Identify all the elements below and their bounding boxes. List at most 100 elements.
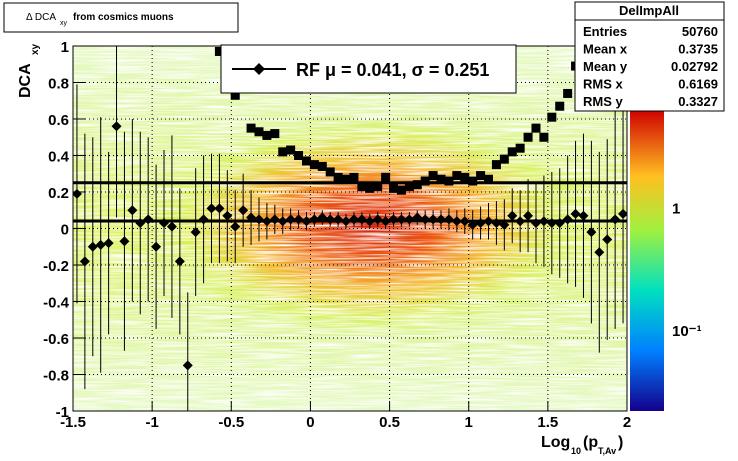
mean-marker <box>87 241 98 252</box>
mean-marker <box>396 214 407 225</box>
mean-marker <box>301 216 312 227</box>
sigma-marker <box>444 176 454 186</box>
mean-marker <box>420 214 431 225</box>
title-sub: xy <box>60 20 68 27</box>
sigma-marker <box>412 180 422 190</box>
mean-marker <box>341 216 352 227</box>
sigma-marker <box>531 123 541 133</box>
sigma-marker <box>381 172 391 182</box>
stats-key: Entries <box>583 24 627 39</box>
stats-value: 0.6169 <box>678 77 718 92</box>
legend-marker <box>253 63 265 75</box>
mean-marker <box>174 256 185 267</box>
legend-label: RF μ = 0.041, σ = 0.251 <box>296 60 489 80</box>
title-main: Δ DCA <box>26 12 56 23</box>
stats-value: 0.3735 <box>678 42 718 57</box>
sigma-marker <box>507 147 517 157</box>
mean-marker <box>578 210 589 221</box>
mean-marker <box>277 216 288 227</box>
mean-marker <box>356 214 367 225</box>
mean-marker <box>388 214 399 225</box>
sigma-marker <box>349 172 359 182</box>
x-tick-label: 1 <box>465 414 473 431</box>
mean-marker <box>238 205 249 216</box>
sigma-marker <box>333 172 343 182</box>
mean-marker <box>166 221 177 232</box>
sigma-marker <box>317 161 327 171</box>
mean-marker <box>182 360 193 371</box>
mean-marker <box>515 216 526 227</box>
sigma-marker <box>468 176 478 186</box>
sigma-marker <box>499 154 509 164</box>
mean-marker <box>246 212 257 223</box>
mean-marker <box>475 218 486 229</box>
sigma-marker <box>294 151 304 160</box>
mean-marker <box>111 121 122 132</box>
mean-marker <box>602 234 613 245</box>
mean-marker <box>222 210 233 221</box>
x-label-open: (p <box>583 434 598 451</box>
mean-marker <box>348 214 359 225</box>
mean-marker <box>325 214 336 225</box>
y-tick-label: 0 <box>61 222 69 239</box>
y-tick-label: 0.4 <box>48 149 70 166</box>
sigma-marker <box>539 132 549 142</box>
y-tick-label: -0.8 <box>43 368 69 385</box>
mean-marker <box>293 214 304 225</box>
x-label-sub: 10 <box>571 446 581 456</box>
mean-marker <box>546 218 557 229</box>
mean-marker <box>214 203 225 214</box>
sigma-marker <box>555 101 565 111</box>
mean-marker <box>135 218 146 229</box>
mean-marker <box>507 210 518 221</box>
mean-marker <box>230 221 241 232</box>
mean-marker <box>317 212 328 223</box>
sigma-marker <box>309 160 319 170</box>
y-tick-label: -1 <box>56 404 69 421</box>
y-tick-label: -0.2 <box>43 258 69 275</box>
x-tick-label: 2 <box>623 414 631 431</box>
x-tick-label: 0 <box>306 414 314 431</box>
stats-title: DelImpAll <box>619 3 679 18</box>
sigma-marker <box>230 90 240 100</box>
sigma-marker <box>484 174 493 184</box>
sigma-marker <box>491 160 501 170</box>
stats-key: Mean x <box>583 42 628 57</box>
mean-marker <box>586 227 597 238</box>
mean-marker <box>95 239 106 250</box>
y-tick-label: 1 <box>61 39 69 56</box>
mean-marker <box>412 212 423 223</box>
title-box <box>3 2 239 33</box>
sigma-marker <box>428 171 438 181</box>
sigma-marker <box>389 183 399 193</box>
x-label-sub2: T,Av <box>598 446 616 456</box>
sigma-marker <box>357 182 367 192</box>
mean-marker <box>364 216 375 227</box>
mean-marker <box>73 188 82 199</box>
stats-key: RMS x <box>583 77 624 92</box>
mean-marker <box>79 256 90 267</box>
mean-marker <box>151 241 162 252</box>
sigma-marker <box>286 145 296 155</box>
sigma-marker <box>246 123 256 133</box>
sigma-marker <box>254 127 264 137</box>
stats-value: 0.3327 <box>678 94 718 109</box>
sigma-marker <box>547 112 557 122</box>
mean-marker <box>451 216 462 227</box>
stats-value: 0.02792 <box>671 59 718 74</box>
mean-marker <box>198 214 209 225</box>
x-label-main: Log <box>541 434 570 451</box>
sigma-marker <box>404 182 414 192</box>
mean-marker <box>159 218 170 229</box>
mean-marker <box>483 216 494 227</box>
colorbar <box>630 110 664 411</box>
y-tick-label: 0.8 <box>48 76 69 93</box>
mean-marker <box>618 208 627 219</box>
sigma-marker <box>460 172 470 182</box>
mean-marker <box>523 210 534 221</box>
y-tick-label: -0.4 <box>43 295 70 312</box>
x-label-close: ) <box>618 434 623 451</box>
mean-marker <box>530 218 541 229</box>
mean-marker <box>562 214 573 225</box>
